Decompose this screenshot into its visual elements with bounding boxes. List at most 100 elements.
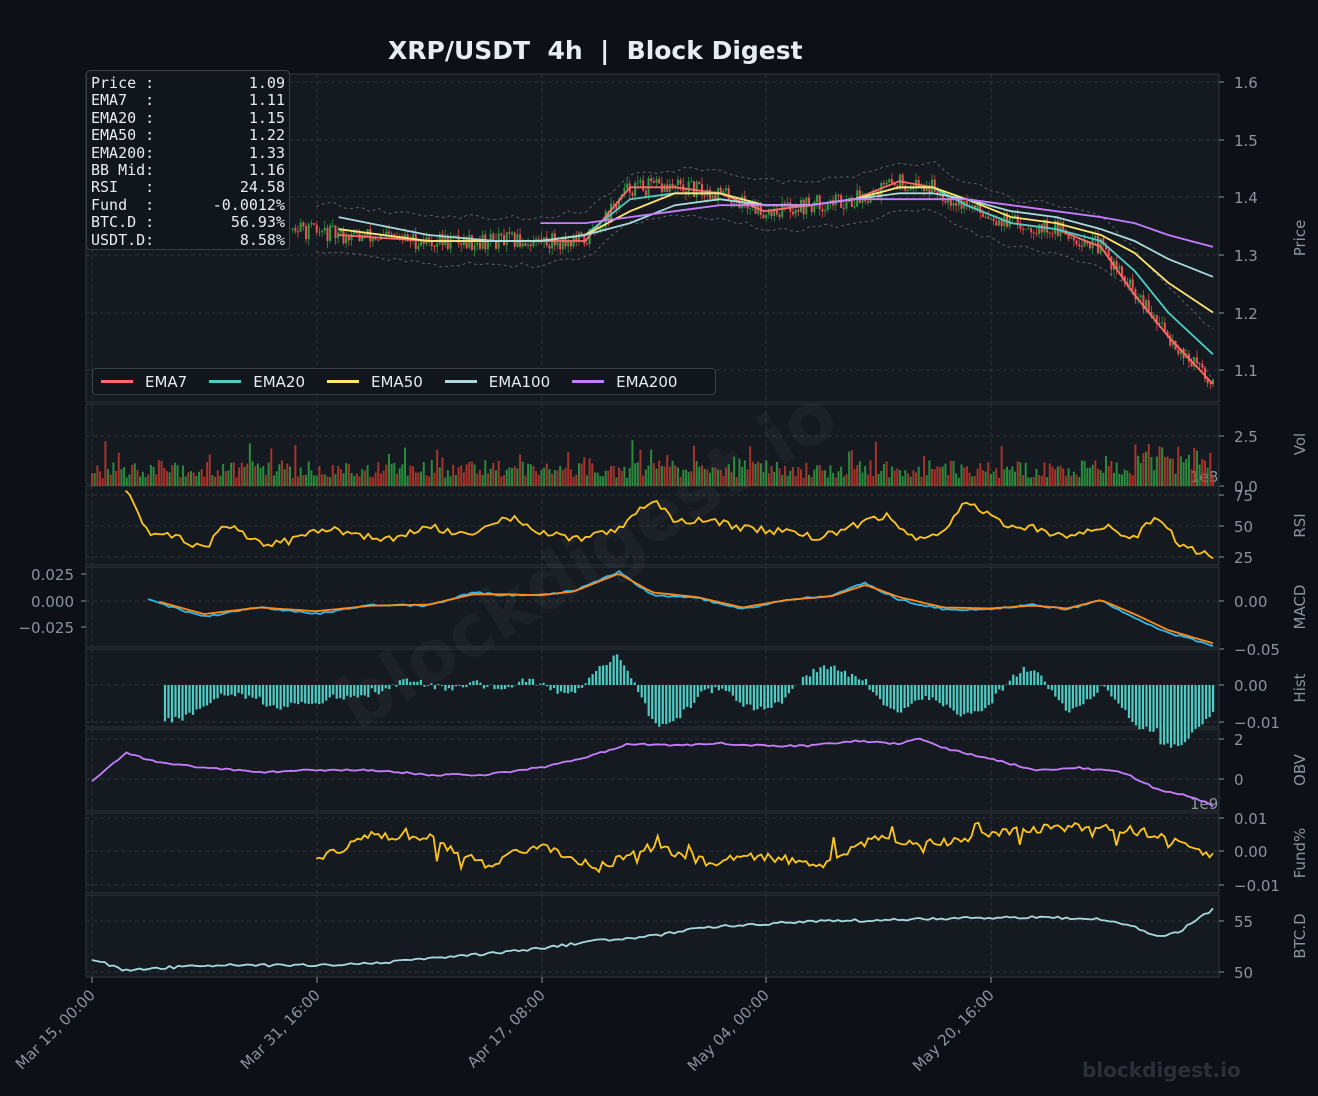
volume-bar — [799, 469, 802, 486]
candle-body — [310, 223, 313, 225]
histogram-bar — [223, 685, 226, 696]
histogram-bar — [998, 685, 1001, 690]
candle-body — [331, 225, 334, 227]
candle-body — [508, 232, 511, 234]
histogram-bar — [707, 685, 710, 689]
volume-bar — [1056, 466, 1059, 486]
volume-bar — [965, 466, 968, 486]
volume-bar — [775, 461, 778, 486]
candle-body — [1000, 220, 1003, 227]
y-tick-label: 0.00 — [1234, 593, 1267, 611]
volume-bar — [1022, 475, 1025, 486]
candle-body — [810, 204, 813, 213]
volume-bar — [687, 471, 690, 486]
series-line-ema200 — [540, 198, 1214, 248]
histogram-bar — [430, 683, 433, 685]
y-tick-label: 1.3 — [1234, 247, 1258, 265]
volume-bar — [1187, 454, 1190, 486]
volume-bar — [631, 440, 634, 486]
histogram-bar — [314, 685, 317, 704]
watermark-label: blockdigest.io — [1082, 1058, 1241, 1082]
candle-body — [602, 227, 605, 229]
candle-body — [339, 228, 342, 233]
histogram-bar — [482, 685, 486, 689]
candle-body — [850, 197, 853, 207]
y-tick-label: 75 — [1234, 487, 1253, 505]
info-label: EMA50 : — [91, 126, 155, 145]
histogram-bar — [910, 685, 913, 704]
volume-bar — [620, 470, 623, 486]
candle-body — [404, 234, 407, 240]
histogram-bar — [763, 685, 766, 710]
histogram-bar — [959, 685, 962, 717]
volume-bar — [99, 471, 102, 486]
histogram-bar — [987, 685, 990, 706]
series-line-signal — [159, 573, 1214, 645]
volume-bar — [1129, 473, 1132, 486]
volume-bar — [275, 471, 278, 486]
legend-swatch — [327, 380, 360, 383]
candle-body — [484, 234, 487, 250]
volume-bar — [404, 447, 407, 486]
histogram-bar — [272, 685, 275, 706]
histogram-bar — [360, 685, 363, 696]
histogram-bar — [1145, 685, 1148, 727]
candle-body — [923, 186, 926, 192]
volume-bar — [1094, 460, 1097, 486]
volume-bar — [931, 468, 934, 486]
y-tick-label: 0.00 — [1234, 843, 1267, 861]
histogram-bar — [738, 685, 741, 703]
volume-bar — [676, 467, 679, 486]
histogram-bar — [1106, 685, 1110, 691]
candle-body — [893, 183, 896, 186]
histogram-bar — [1022, 666, 1025, 685]
candle-body — [561, 236, 564, 250]
x-tick-label: Apr 17, 08:00 — [464, 986, 549, 1071]
volume-bar — [1179, 456, 1182, 486]
volume-bar — [133, 463, 136, 486]
histogram-bar — [1113, 685, 1117, 700]
histogram-bar — [405, 678, 408, 685]
candle-body — [663, 184, 666, 193]
volume-bar — [1161, 447, 1164, 486]
histogram-bar — [686, 685, 689, 707]
histogram-bar — [672, 685, 675, 722]
volume-bar — [1040, 475, 1043, 486]
volume-bar — [353, 476, 356, 486]
volume-bar — [987, 462, 990, 486]
histogram-bar — [458, 685, 461, 686]
histogram-bar — [349, 685, 352, 698]
volume-bar — [452, 464, 455, 486]
histogram-bar — [679, 685, 682, 719]
candle-body — [441, 234, 444, 246]
volume-bar — [947, 475, 950, 486]
histogram-bar — [1131, 685, 1134, 722]
volume-bar — [524, 475, 527, 486]
y-tick-label: 2 — [1234, 731, 1244, 749]
volume-bar — [845, 474, 848, 486]
volume-bar — [783, 466, 786, 486]
candle-body — [412, 234, 415, 241]
volume-bar — [1118, 473, 1121, 486]
volume-bar — [909, 476, 912, 486]
volume-bar — [610, 466, 613, 486]
histogram-bar — [174, 685, 177, 717]
y-tick-label: 50 — [1234, 964, 1253, 982]
histogram-bar — [893, 685, 896, 710]
volume-bar — [444, 477, 447, 486]
candle-body — [1134, 289, 1137, 300]
candle-body — [992, 218, 995, 222]
candle-body — [634, 183, 637, 196]
candle-body — [1171, 340, 1174, 346]
candle-body — [912, 188, 915, 190]
histogram-bar — [377, 685, 380, 695]
candle-body — [730, 200, 733, 204]
candle-body — [1094, 236, 1097, 238]
volume-bar — [741, 467, 744, 486]
volume-bar — [588, 458, 591, 486]
candle-body — [1005, 212, 1008, 227]
candle-body — [1161, 322, 1164, 324]
histogram-bar — [212, 685, 216, 700]
histogram-bar — [875, 685, 878, 696]
candle-body — [687, 181, 690, 195]
